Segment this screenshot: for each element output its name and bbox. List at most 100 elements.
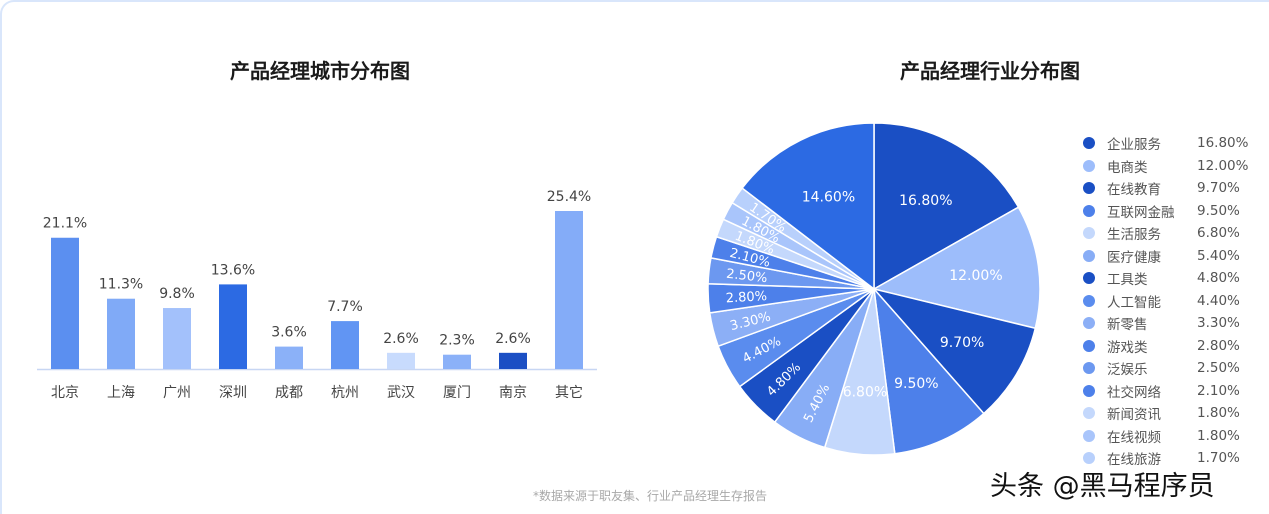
legend-label: 工具类: [1107, 272, 1148, 289]
legend-marker: [1083, 294, 1095, 307]
legend-value: 1.80%: [1197, 427, 1240, 444]
legend-item: 新闻资讯 1.80%: [1083, 402, 1263, 425]
legend-label: 在线教育: [1107, 182, 1161, 199]
legend-marker: [1083, 384, 1095, 397]
pie-slice-0: [873, 122, 1020, 291]
legend-item: 新零售 3.30%: [1083, 312, 1263, 335]
legend-item: 工具类 4.80%: [1083, 267, 1263, 290]
pie-slice-label: 2.80%: [725, 289, 767, 306]
pie-slice-3: [872, 286, 985, 455]
bar-chart: 21.1% 北京 11.3% 上海 9.8% 广州 13.6% 深圳 3.6% 成都 7.7% 杭州 2…: [37, 189, 597, 401]
legend-marker: [1083, 137, 1095, 150]
legend-marker: [1083, 159, 1095, 172]
legend-item: 医疗健康 5.40%: [1083, 245, 1263, 268]
x-tick-label: 广州: [163, 385, 191, 401]
bar-5: [331, 321, 359, 369]
pie-slice-2: [871, 287, 1037, 415]
x-tick-label: 其它: [555, 384, 583, 401]
x-tick-label: 杭州: [331, 385, 359, 401]
legend-marker: [1083, 249, 1095, 262]
legend-label: 电商类: [1107, 159, 1148, 176]
legend-marker: [1083, 272, 1095, 285]
legend-item: 人工智能 4.40%: [1083, 290, 1263, 313]
legend-item: 泛娱乐 2.50%: [1083, 357, 1263, 380]
legend-value: 2.50%: [1197, 360, 1240, 377]
x-tick-label: 深圳: [219, 385, 247, 401]
legend-item: 生活服务 6.80%: [1083, 222, 1263, 245]
legend-label: 企业服务: [1107, 137, 1161, 154]
legend-label: 社交网络: [1107, 384, 1161, 401]
bar-value-label: 25.4%: [547, 189, 591, 205]
source-footnote: *数据来源于职友集、行业产品经理生存报告: [532, 489, 767, 503]
bar-1: [107, 298, 135, 369]
legend-marker: [1083, 339, 1095, 352]
legend-marker: [1083, 317, 1095, 330]
legend-label: 医疗健康: [1107, 249, 1161, 266]
bar-value-label: 2.3%: [439, 333, 475, 349]
pie-chart-title: 产品经理行业分布图: [900, 59, 1080, 83]
legend-value: 5.40%: [1197, 247, 1240, 264]
bar-9: [555, 211, 583, 369]
legend-value: 3.30%: [1197, 315, 1240, 332]
legend-marker: [1083, 362, 1095, 375]
legend-label: 新闻资讯: [1107, 407, 1161, 424]
bar-7: [443, 354, 471, 369]
legend-item: 互联网金融 9.50%: [1083, 200, 1263, 223]
x-tick-label: 厦门: [443, 385, 471, 401]
legend-value: 2.80%: [1197, 337, 1240, 354]
legend-item: 在线视频 1.80%: [1083, 425, 1263, 448]
bar-4: [275, 346, 303, 369]
legend-item: 在线旅游 1.70%: [1083, 447, 1263, 470]
legend-value: 1.70%: [1197, 450, 1240, 467]
x-tick-label: 北京: [51, 385, 79, 401]
legend-value: 6.80%: [1197, 225, 1240, 242]
legend-marker: [1083, 204, 1095, 217]
legend-label: 生活服务: [1107, 227, 1161, 244]
bar-value-label: 11.3%: [99, 277, 143, 293]
bar-value-label: 13.6%: [211, 262, 255, 278]
legend-marker: [1083, 182, 1095, 195]
legend-value: 4.80%: [1197, 270, 1240, 287]
pie-legend: 企业服务 16.80% 电商类 12.00% 在线教育 9.70% 互联网金融 9.50% 生活…: [1083, 132, 1263, 470]
bar-value-label: 2.6%: [383, 331, 419, 347]
bar-2: [163, 308, 191, 369]
legend-marker: [1083, 407, 1095, 420]
legend-item: 游戏类 2.80%: [1083, 335, 1263, 358]
legend-marker: [1083, 452, 1095, 465]
legend-label: 在线旅游: [1107, 452, 1161, 469]
pie-slice-1: [871, 206, 1041, 330]
legend-value: 9.70%: [1197, 180, 1240, 197]
legend-value: 12.00%: [1197, 157, 1249, 174]
x-tick-label: 成都: [275, 385, 303, 401]
bar-0: [51, 237, 79, 369]
legend-label: 新零售: [1107, 317, 1148, 334]
x-tick-label: 武汉: [387, 385, 415, 401]
pie-slice-label: 12.00%: [949, 268, 1002, 284]
legend-label: 人工智能: [1107, 294, 1161, 311]
pie-slice-15: [741, 122, 875, 291]
bar-chart-title: 产品经理城市分布图: [230, 59, 410, 83]
pie-slice-label: 6.80%: [843, 385, 887, 401]
bar-8: [499, 352, 527, 369]
bar-value-label: 21.1%: [43, 216, 87, 232]
legend-label: 互联网金融: [1107, 204, 1175, 221]
pie-slice-label: 9.50%: [894, 376, 938, 392]
legend-label: 在线视频: [1107, 429, 1161, 446]
bar-6: [387, 352, 415, 369]
legend-value: 2.10%: [1197, 382, 1240, 399]
bar-3: [219, 284, 247, 369]
watermark: 头条 @黑马程序员: [990, 471, 1215, 502]
pie-slice-label: 9.70%: [940, 335, 984, 351]
legend-item: 企业服务 16.80%: [1083, 132, 1263, 155]
bar-value-label: 3.6%: [271, 325, 307, 341]
legend-marker: [1083, 227, 1095, 240]
x-tick-label: 上海: [107, 385, 135, 401]
bar-value-label: 9.8%: [159, 286, 195, 302]
legend-item: 在线教育 9.70%: [1083, 177, 1263, 200]
legend-label: 游戏类: [1107, 339, 1148, 356]
legend-label: 泛娱乐: [1107, 362, 1148, 379]
bar-value-label: 2.6%: [495, 331, 531, 347]
legend-value: 16.80%: [1197, 135, 1249, 152]
